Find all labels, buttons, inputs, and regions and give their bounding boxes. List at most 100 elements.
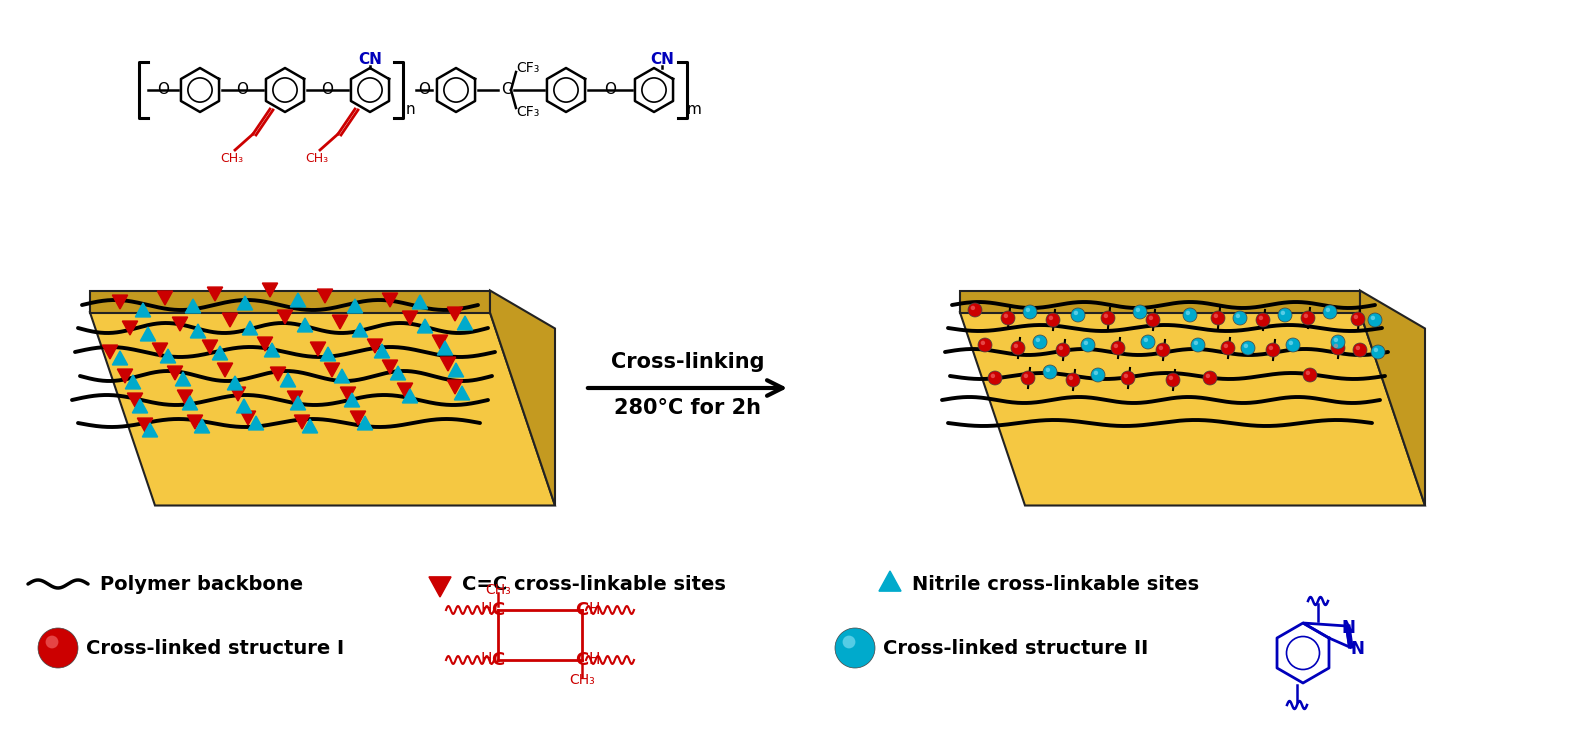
Circle shape [1304, 314, 1308, 318]
Circle shape [1259, 315, 1262, 320]
Text: 280°C for 2h: 280°C for 2h [615, 398, 762, 418]
Text: N: N [1351, 640, 1364, 658]
Polygon shape [344, 393, 360, 407]
Circle shape [1300, 311, 1315, 325]
Text: C=C cross-linkable sites: C=C cross-linkable sites [463, 575, 725, 593]
Circle shape [1334, 344, 1338, 348]
Circle shape [1373, 348, 1378, 352]
Polygon shape [208, 287, 223, 301]
Text: CN: CN [358, 53, 382, 68]
Circle shape [1232, 311, 1247, 325]
Polygon shape [127, 393, 143, 407]
Circle shape [1136, 308, 1140, 312]
Circle shape [1042, 365, 1057, 379]
Circle shape [1121, 371, 1136, 385]
Circle shape [1045, 368, 1050, 372]
Polygon shape [228, 376, 242, 390]
Polygon shape [133, 399, 147, 413]
Circle shape [1205, 374, 1210, 379]
Circle shape [1158, 345, 1163, 350]
Circle shape [1304, 368, 1316, 382]
Polygon shape [152, 343, 168, 357]
Polygon shape [112, 295, 128, 309]
Circle shape [1186, 311, 1190, 315]
Polygon shape [402, 311, 418, 325]
Polygon shape [241, 411, 255, 425]
Text: Cross-linking: Cross-linking [611, 352, 765, 372]
Circle shape [1074, 311, 1079, 315]
Polygon shape [173, 317, 187, 331]
Circle shape [1224, 344, 1228, 348]
Polygon shape [358, 416, 372, 430]
Circle shape [1166, 373, 1180, 387]
Polygon shape [141, 327, 155, 341]
Polygon shape [125, 375, 141, 389]
Polygon shape [341, 387, 356, 401]
Text: C: C [491, 601, 505, 619]
Polygon shape [135, 303, 150, 317]
Polygon shape [103, 345, 117, 359]
Polygon shape [222, 313, 238, 327]
Polygon shape [168, 366, 182, 380]
Circle shape [980, 341, 985, 345]
Circle shape [968, 303, 982, 317]
Polygon shape [157, 291, 173, 305]
Text: n: n [406, 102, 415, 117]
Circle shape [1057, 343, 1071, 357]
Polygon shape [402, 389, 418, 403]
Circle shape [1194, 341, 1198, 345]
Circle shape [1091, 368, 1106, 382]
Text: H: H [480, 653, 491, 668]
Polygon shape [325, 363, 339, 377]
Text: O: O [418, 83, 429, 98]
Text: H: H [480, 602, 491, 617]
Polygon shape [437, 341, 453, 355]
Polygon shape [90, 291, 489, 312]
Circle shape [843, 635, 855, 648]
Polygon shape [177, 390, 193, 404]
Polygon shape [249, 416, 263, 430]
Text: CF₃: CF₃ [516, 105, 540, 119]
Circle shape [1370, 315, 1375, 320]
Polygon shape [367, 339, 383, 353]
Circle shape [1110, 341, 1125, 355]
Polygon shape [230, 387, 246, 401]
Polygon shape [190, 324, 206, 338]
Polygon shape [271, 367, 285, 381]
Text: C: C [575, 601, 589, 619]
Circle shape [971, 306, 976, 310]
Polygon shape [217, 363, 233, 377]
Polygon shape [432, 335, 448, 349]
Polygon shape [382, 360, 398, 374]
Polygon shape [280, 373, 296, 387]
Circle shape [1286, 338, 1300, 352]
Text: CH₃: CH₃ [569, 673, 596, 687]
Polygon shape [489, 291, 554, 505]
Text: CF₃: CF₃ [516, 61, 540, 75]
Circle shape [1243, 344, 1248, 348]
Polygon shape [238, 296, 253, 310]
Circle shape [1326, 308, 1331, 312]
Circle shape [835, 628, 874, 668]
Polygon shape [265, 343, 280, 357]
Circle shape [1356, 345, 1361, 350]
Polygon shape [960, 291, 1361, 312]
Text: O: O [157, 83, 169, 98]
Circle shape [1305, 371, 1310, 376]
Polygon shape [287, 391, 303, 405]
Circle shape [1036, 338, 1041, 342]
Text: C: C [501, 83, 512, 98]
Polygon shape [350, 411, 366, 425]
Circle shape [1101, 311, 1115, 325]
Circle shape [1289, 341, 1293, 345]
Polygon shape [447, 307, 463, 321]
Polygon shape [1361, 291, 1426, 505]
Circle shape [1183, 308, 1198, 322]
Circle shape [1240, 341, 1255, 355]
Circle shape [1278, 308, 1293, 322]
Polygon shape [440, 357, 456, 371]
Circle shape [1083, 341, 1088, 345]
Polygon shape [182, 396, 198, 410]
Circle shape [1011, 341, 1025, 355]
Text: CN: CN [649, 53, 673, 68]
